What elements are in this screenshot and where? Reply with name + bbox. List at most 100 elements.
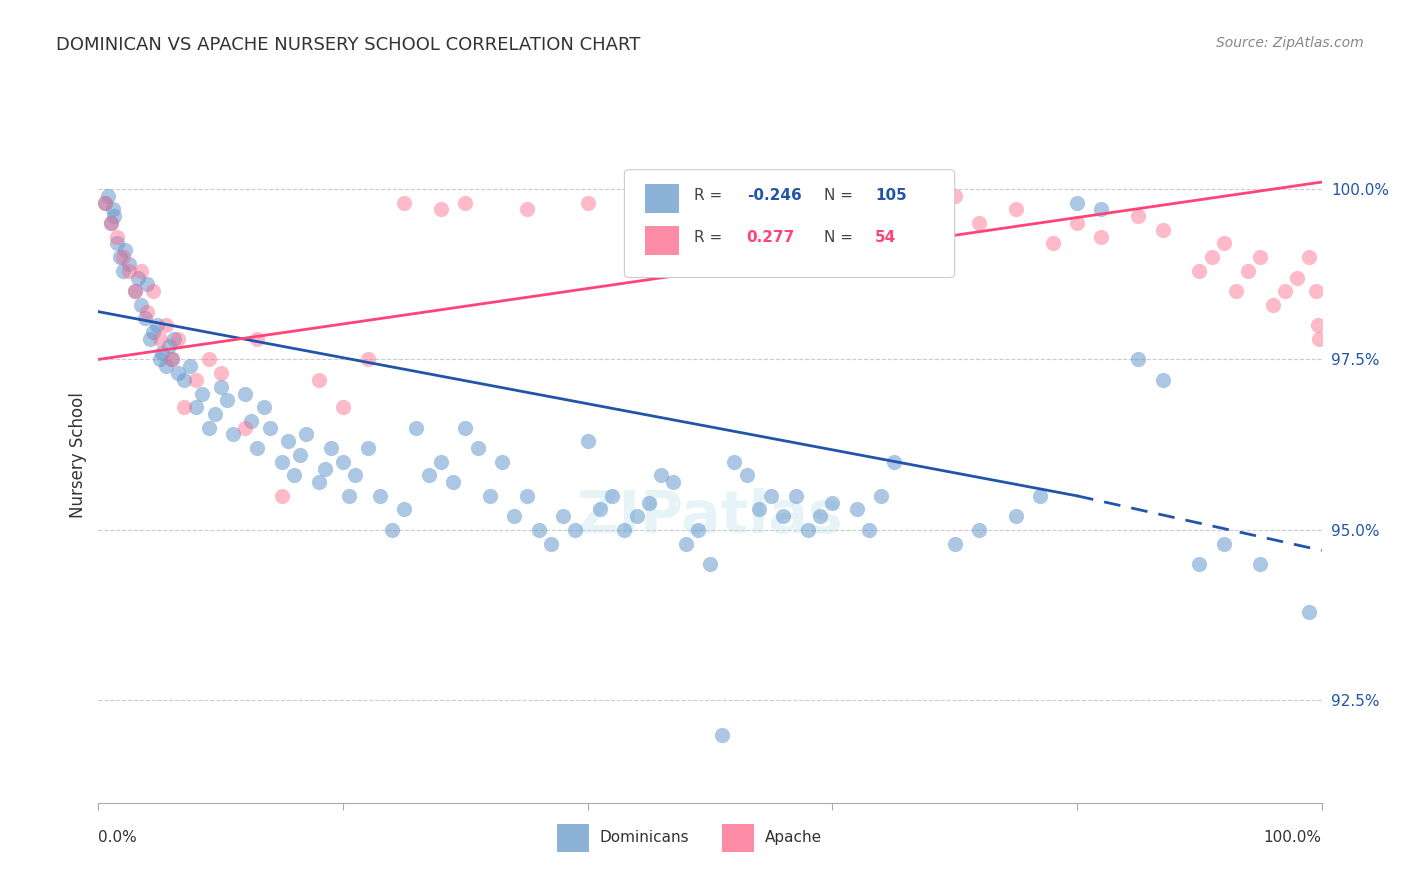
Apache	[142, 284, 165, 298]
Dominicans	[142, 325, 165, 339]
Dominicans	[259, 420, 281, 434]
Dominicans	[240, 414, 263, 428]
Apache	[1066, 216, 1088, 230]
Apache	[1090, 229, 1112, 244]
Apache	[270, 489, 294, 503]
Apache	[356, 352, 378, 367]
Dominicans	[808, 509, 831, 524]
Text: 0.277: 0.277	[747, 229, 794, 244]
Dominicans	[368, 489, 391, 503]
Apache	[1152, 223, 1174, 237]
Apache	[136, 304, 159, 318]
Dominicans	[157, 339, 180, 353]
Dominicans	[967, 523, 990, 537]
Dominicans	[467, 441, 489, 455]
Dominicans	[105, 236, 128, 251]
Apache	[1212, 236, 1234, 251]
Dominicans	[711, 728, 734, 742]
Text: 105: 105	[875, 188, 907, 202]
Apache	[118, 264, 141, 278]
Dominicans	[1066, 195, 1088, 210]
Dominicans	[1188, 557, 1211, 571]
Dominicans	[163, 332, 186, 346]
Dominicans	[100, 216, 122, 230]
Dominicans	[418, 468, 440, 483]
Apache	[160, 352, 183, 367]
Dominicans	[576, 434, 599, 449]
Dominicans	[503, 509, 526, 524]
Dominicans	[319, 441, 342, 455]
Apache	[124, 284, 146, 298]
Dominicans	[149, 352, 172, 367]
Dominicans	[308, 475, 330, 490]
Dominicans	[155, 359, 177, 374]
Bar	[645, 226, 679, 255]
Dominicans	[290, 448, 312, 462]
Dominicans	[699, 557, 721, 571]
Apache	[1298, 250, 1320, 264]
Apache	[430, 202, 453, 217]
Apache	[167, 332, 190, 346]
Dominicans	[1090, 202, 1112, 217]
Dominicans	[1128, 352, 1150, 367]
Apache	[699, 195, 721, 210]
Dominicans	[858, 523, 880, 537]
Apache	[332, 400, 354, 414]
Apache	[155, 318, 177, 333]
Dominicans	[246, 441, 269, 455]
Text: 54: 54	[875, 229, 897, 244]
Dominicans	[1212, 536, 1234, 550]
Apache	[1004, 202, 1026, 217]
Dominicans	[134, 311, 156, 326]
Dominicans	[772, 509, 794, 524]
Apache	[173, 400, 195, 414]
Dominicans	[626, 509, 648, 524]
Dominicans	[1152, 373, 1174, 387]
Dominicans	[527, 523, 550, 537]
Apache	[149, 332, 172, 346]
Dominicans	[186, 400, 208, 414]
Text: Dominicans: Dominicans	[600, 830, 689, 845]
Apache	[246, 332, 269, 346]
Bar	[723, 823, 754, 852]
Dominicans	[295, 427, 318, 442]
Dominicans	[111, 264, 134, 278]
Dominicans	[748, 502, 770, 516]
Dominicans	[179, 359, 201, 374]
Apache	[1261, 298, 1284, 312]
Dominicans	[405, 420, 427, 434]
Dominicans	[103, 209, 125, 223]
Dominicans	[233, 386, 256, 401]
Apache	[1237, 264, 1260, 278]
Apache	[111, 250, 134, 264]
Dominicans	[197, 420, 219, 434]
Dominicans	[589, 502, 612, 516]
Dominicans	[209, 380, 232, 394]
Bar	[557, 823, 589, 852]
Dominicans	[127, 270, 149, 285]
Dominicans	[160, 352, 183, 367]
Dominicans	[761, 489, 783, 503]
Dominicans	[430, 455, 453, 469]
Text: 100.0%: 100.0%	[1264, 830, 1322, 845]
Apache	[1225, 284, 1247, 298]
Apache	[197, 352, 219, 367]
Apache	[1274, 284, 1296, 298]
Apache	[1250, 250, 1272, 264]
Dominicans	[332, 455, 354, 469]
Dominicans	[650, 468, 672, 483]
Dominicans	[600, 489, 623, 503]
Dominicans	[167, 366, 190, 380]
Dominicans	[883, 455, 905, 469]
FancyBboxPatch shape	[624, 169, 955, 277]
Apache	[186, 373, 208, 387]
Text: N =: N =	[824, 229, 858, 244]
Text: N =: N =	[824, 188, 858, 202]
Dominicans	[314, 461, 336, 475]
Apache	[308, 373, 330, 387]
Text: 0.0%: 0.0%	[98, 830, 138, 845]
Dominicans	[553, 509, 575, 524]
Dominicans	[821, 496, 844, 510]
Apache	[576, 195, 599, 210]
Dominicans	[101, 202, 124, 217]
